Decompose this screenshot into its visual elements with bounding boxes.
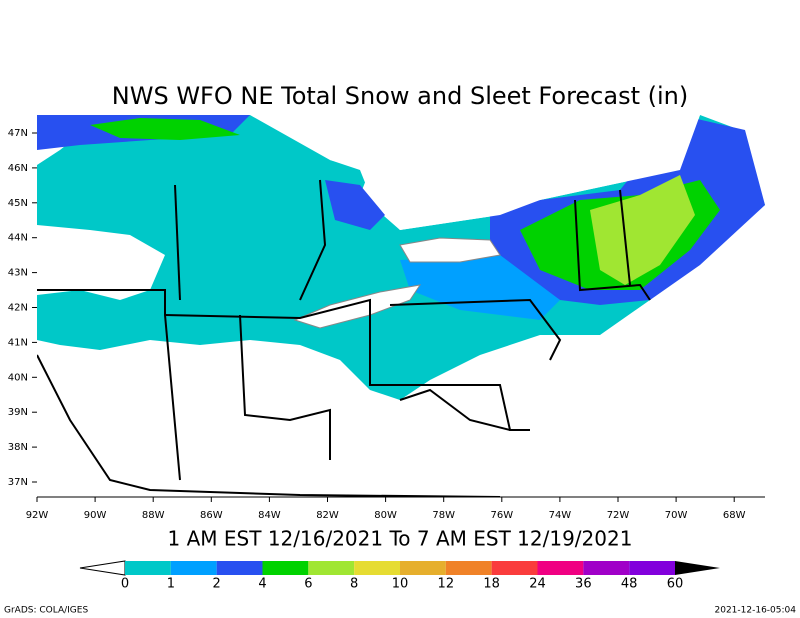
lon-label: 74W (549, 510, 572, 521)
lon-label: 68W (723, 510, 746, 521)
lon-label: 84W (258, 510, 281, 521)
legend-label: 24 (529, 577, 546, 592)
legend-label: 48 (621, 577, 638, 592)
legend-swatch (629, 561, 675, 575)
map-title: NWS WFO NE Total Snow and Sleet Forecast… (112, 82, 688, 110)
subtitle: 1 AM EST 12/16/2021 To 7 AM EST 12/19/20… (168, 527, 633, 551)
legend-below (79, 560, 126, 576)
legend-label: 6 (304, 577, 312, 592)
lon-label: 76W (490, 510, 513, 521)
lon-label: 70W (665, 510, 688, 521)
snow-4-6 (90, 118, 240, 140)
snow-2-4 (325, 180, 385, 230)
map (37, 115, 765, 497)
legend-label: 60 (667, 577, 684, 592)
lat-label: 38N (8, 442, 28, 453)
lake-ontario (399, 237, 501, 263)
lat-label: 44N (8, 233, 28, 244)
lat-label: 43N (8, 268, 28, 279)
legend-swatch (308, 561, 355, 575)
footer-left: GrADS: COLA/IGES (4, 606, 88, 616)
legend-label: 4 (258, 577, 266, 592)
lon-label: 86W (200, 510, 223, 521)
legend-swatch (170, 561, 217, 575)
legend-swatch (537, 561, 584, 575)
legend-above (675, 561, 720, 575)
lat-label: 39N (8, 407, 28, 418)
legend-label: 18 (483, 577, 500, 592)
lat-label: 42N (8, 303, 28, 314)
lat-label: 46N (8, 163, 28, 174)
legend-swatch (262, 561, 309, 575)
lon-label: 92W (26, 510, 49, 521)
legend-label: 2 (213, 577, 221, 592)
legend-label: 36 (575, 577, 592, 592)
snow-6-8 (590, 175, 695, 285)
legend-label: 8 (350, 577, 358, 592)
legend-swatch (445, 561, 492, 575)
canada-blank (330, 115, 765, 230)
legend-swatch (400, 561, 446, 575)
lon-label: 72W (607, 510, 630, 521)
lat-label: 45N (8, 198, 28, 209)
lon-label: 80W (374, 510, 397, 521)
legend-swatch (491, 561, 538, 575)
lon-label: 78W (432, 510, 455, 521)
legend-swatch (354, 561, 400, 575)
state-borders (37, 179, 651, 497)
lon-label: 82W (316, 510, 339, 521)
no-snow (37, 225, 165, 300)
lat-label: 40N (8, 372, 28, 383)
legend-swatch (216, 561, 263, 575)
snow-0-1 (37, 115, 765, 400)
lat-label: 41N (8, 337, 28, 348)
legend-swatch (125, 561, 171, 575)
snow-1-2 (400, 255, 560, 320)
lon-label: 90W (84, 510, 107, 521)
legend-label: 10 (392, 577, 409, 592)
legend-label: 0 (121, 577, 129, 592)
legend-label: 12 (438, 577, 455, 592)
legend-label: 1 (167, 577, 175, 592)
footer-right: 2021-12-16-05:04 (715, 606, 797, 616)
lat-label: 47N (8, 128, 28, 139)
lon-label: 88W (142, 510, 165, 521)
legend-swatch (583, 561, 630, 575)
lat-label: 37N (8, 477, 28, 488)
lake-erie (293, 284, 422, 329)
